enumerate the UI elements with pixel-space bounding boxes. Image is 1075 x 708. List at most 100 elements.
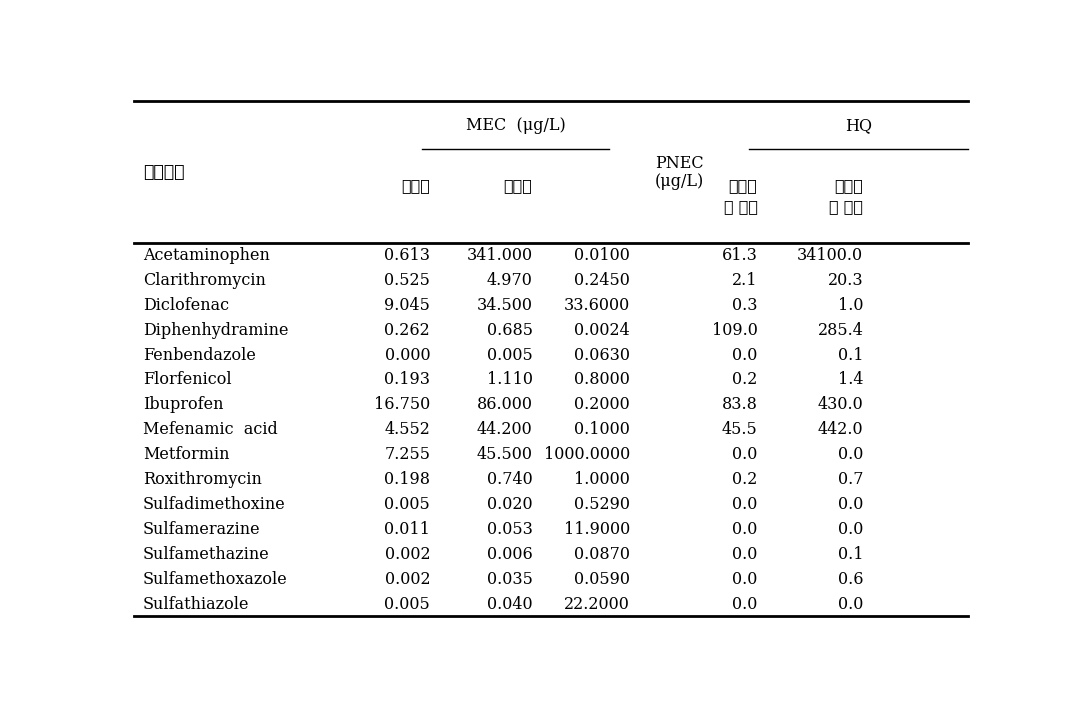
Text: 20.3: 20.3 bbox=[828, 272, 863, 289]
Text: 22.2000: 22.2000 bbox=[564, 595, 630, 612]
Text: 0.0024: 0.0024 bbox=[574, 321, 630, 338]
Text: 0.0: 0.0 bbox=[732, 347, 758, 364]
Text: 4.552: 4.552 bbox=[384, 421, 430, 438]
Text: 중위수: 중위수 bbox=[401, 177, 430, 194]
Text: 86.000: 86.000 bbox=[476, 396, 532, 413]
Text: 0.613: 0.613 bbox=[384, 247, 430, 264]
Text: Metformin: Metformin bbox=[143, 446, 229, 463]
Text: 0.193: 0.193 bbox=[384, 372, 430, 389]
Text: 0.0: 0.0 bbox=[838, 595, 863, 612]
Text: 0.053: 0.053 bbox=[487, 521, 532, 538]
Text: Mefenamic  acid: Mefenamic acid bbox=[143, 421, 277, 438]
Text: 0.1: 0.1 bbox=[837, 347, 863, 364]
Text: 0.0: 0.0 bbox=[838, 496, 863, 513]
Text: 0.198: 0.198 bbox=[384, 471, 430, 488]
Text: 1.4: 1.4 bbox=[837, 372, 863, 389]
Text: Sulfadimethoxine: Sulfadimethoxine bbox=[143, 496, 286, 513]
Text: 0.035: 0.035 bbox=[487, 571, 532, 588]
Text: Florfenicol: Florfenicol bbox=[143, 372, 231, 389]
Text: 1.0: 1.0 bbox=[837, 297, 863, 314]
Text: 0.2450: 0.2450 bbox=[574, 272, 630, 289]
Text: 의약물질: 의약물질 bbox=[143, 164, 184, 181]
Text: MEC  (μg/L): MEC (μg/L) bbox=[465, 117, 565, 134]
Text: 0.685: 0.685 bbox=[487, 321, 532, 338]
Text: 0.002: 0.002 bbox=[385, 571, 430, 588]
Text: 45.5: 45.5 bbox=[721, 421, 758, 438]
Text: 최댓값: 최댓값 bbox=[504, 177, 532, 194]
Text: 0.740: 0.740 bbox=[487, 471, 532, 488]
Text: 61.3: 61.3 bbox=[721, 247, 758, 264]
Text: 0.525: 0.525 bbox=[384, 272, 430, 289]
Text: 2.1: 2.1 bbox=[732, 272, 758, 289]
Text: 0.2000: 0.2000 bbox=[574, 396, 630, 413]
Text: 0.2: 0.2 bbox=[732, 471, 758, 488]
Text: 34.500: 34.500 bbox=[476, 297, 532, 314]
Text: 에 근거: 에 근거 bbox=[723, 198, 758, 215]
Text: 0.0: 0.0 bbox=[732, 521, 758, 538]
Text: 0.0: 0.0 bbox=[732, 571, 758, 588]
Text: 0.0: 0.0 bbox=[732, 595, 758, 612]
Text: Sulfamethoxazole: Sulfamethoxazole bbox=[143, 571, 287, 588]
Text: (μg/L): (μg/L) bbox=[655, 173, 704, 190]
Text: 0.005: 0.005 bbox=[487, 347, 532, 364]
Text: 11.9000: 11.9000 bbox=[563, 521, 630, 538]
Text: Ibuprofen: Ibuprofen bbox=[143, 396, 224, 413]
Text: 중위수: 중위수 bbox=[729, 177, 758, 194]
Text: 0.0100: 0.0100 bbox=[574, 247, 630, 264]
Text: Diclofenac: Diclofenac bbox=[143, 297, 229, 314]
Text: 0.262: 0.262 bbox=[385, 321, 430, 338]
Text: 45.500: 45.500 bbox=[476, 446, 532, 463]
Text: 0.0: 0.0 bbox=[838, 446, 863, 463]
Text: 에 근거: 에 근거 bbox=[829, 198, 863, 215]
Text: 0.0870: 0.0870 bbox=[574, 546, 630, 563]
Text: 0.6: 0.6 bbox=[837, 571, 863, 588]
Text: 0.0: 0.0 bbox=[732, 446, 758, 463]
Text: 341.000: 341.000 bbox=[467, 247, 532, 264]
Text: 0.0: 0.0 bbox=[732, 546, 758, 563]
Text: 1.0000: 1.0000 bbox=[574, 471, 630, 488]
Text: 34100.0: 34100.0 bbox=[798, 247, 863, 264]
Text: 4.970: 4.970 bbox=[487, 272, 532, 289]
Text: Acetaminophen: Acetaminophen bbox=[143, 247, 270, 264]
Text: 0.1: 0.1 bbox=[837, 546, 863, 563]
Text: 285.4: 285.4 bbox=[817, 321, 863, 338]
Text: 0.8000: 0.8000 bbox=[574, 372, 630, 389]
Text: Fenbendazole: Fenbendazole bbox=[143, 347, 256, 364]
Text: 83.8: 83.8 bbox=[721, 396, 758, 413]
Text: 0.3: 0.3 bbox=[732, 297, 758, 314]
Text: 0.005: 0.005 bbox=[385, 496, 430, 513]
Text: 44.200: 44.200 bbox=[477, 421, 532, 438]
Text: 0.000: 0.000 bbox=[385, 347, 430, 364]
Text: 0.0: 0.0 bbox=[838, 521, 863, 538]
Text: 0.002: 0.002 bbox=[385, 546, 430, 563]
Text: 0.040: 0.040 bbox=[487, 595, 532, 612]
Text: 0.011: 0.011 bbox=[384, 521, 430, 538]
Text: 0.005: 0.005 bbox=[385, 595, 430, 612]
Text: 442.0: 442.0 bbox=[818, 421, 863, 438]
Text: 0.0630: 0.0630 bbox=[574, 347, 630, 364]
Text: 0.0: 0.0 bbox=[732, 496, 758, 513]
Text: Sulfamethazine: Sulfamethazine bbox=[143, 546, 270, 563]
Text: 1000.0000: 1000.0000 bbox=[544, 446, 630, 463]
Text: 최댓값: 최댓값 bbox=[834, 177, 863, 194]
Text: Roxithromycin: Roxithromycin bbox=[143, 471, 261, 488]
Text: PNEC: PNEC bbox=[655, 155, 703, 172]
Text: HQ: HQ bbox=[845, 117, 872, 134]
Text: 7.255: 7.255 bbox=[384, 446, 430, 463]
Text: 16.750: 16.750 bbox=[374, 396, 430, 413]
Text: Diphenhydramine: Diphenhydramine bbox=[143, 321, 288, 338]
Text: Sulfathiazole: Sulfathiazole bbox=[143, 595, 249, 612]
Text: 1.110: 1.110 bbox=[487, 372, 532, 389]
Text: 0.0590: 0.0590 bbox=[574, 571, 630, 588]
Text: Sulfamerazine: Sulfamerazine bbox=[143, 521, 260, 538]
Text: 0.7: 0.7 bbox=[837, 471, 863, 488]
Text: 0.006: 0.006 bbox=[487, 546, 532, 563]
Text: 0.1000: 0.1000 bbox=[574, 421, 630, 438]
Text: 0.020: 0.020 bbox=[487, 496, 532, 513]
Text: Clarithromycin: Clarithromycin bbox=[143, 272, 266, 289]
Text: 33.6000: 33.6000 bbox=[563, 297, 630, 314]
Text: 0.2: 0.2 bbox=[732, 372, 758, 389]
Text: 430.0: 430.0 bbox=[818, 396, 863, 413]
Text: 0.5290: 0.5290 bbox=[574, 496, 630, 513]
Text: 109.0: 109.0 bbox=[712, 321, 758, 338]
